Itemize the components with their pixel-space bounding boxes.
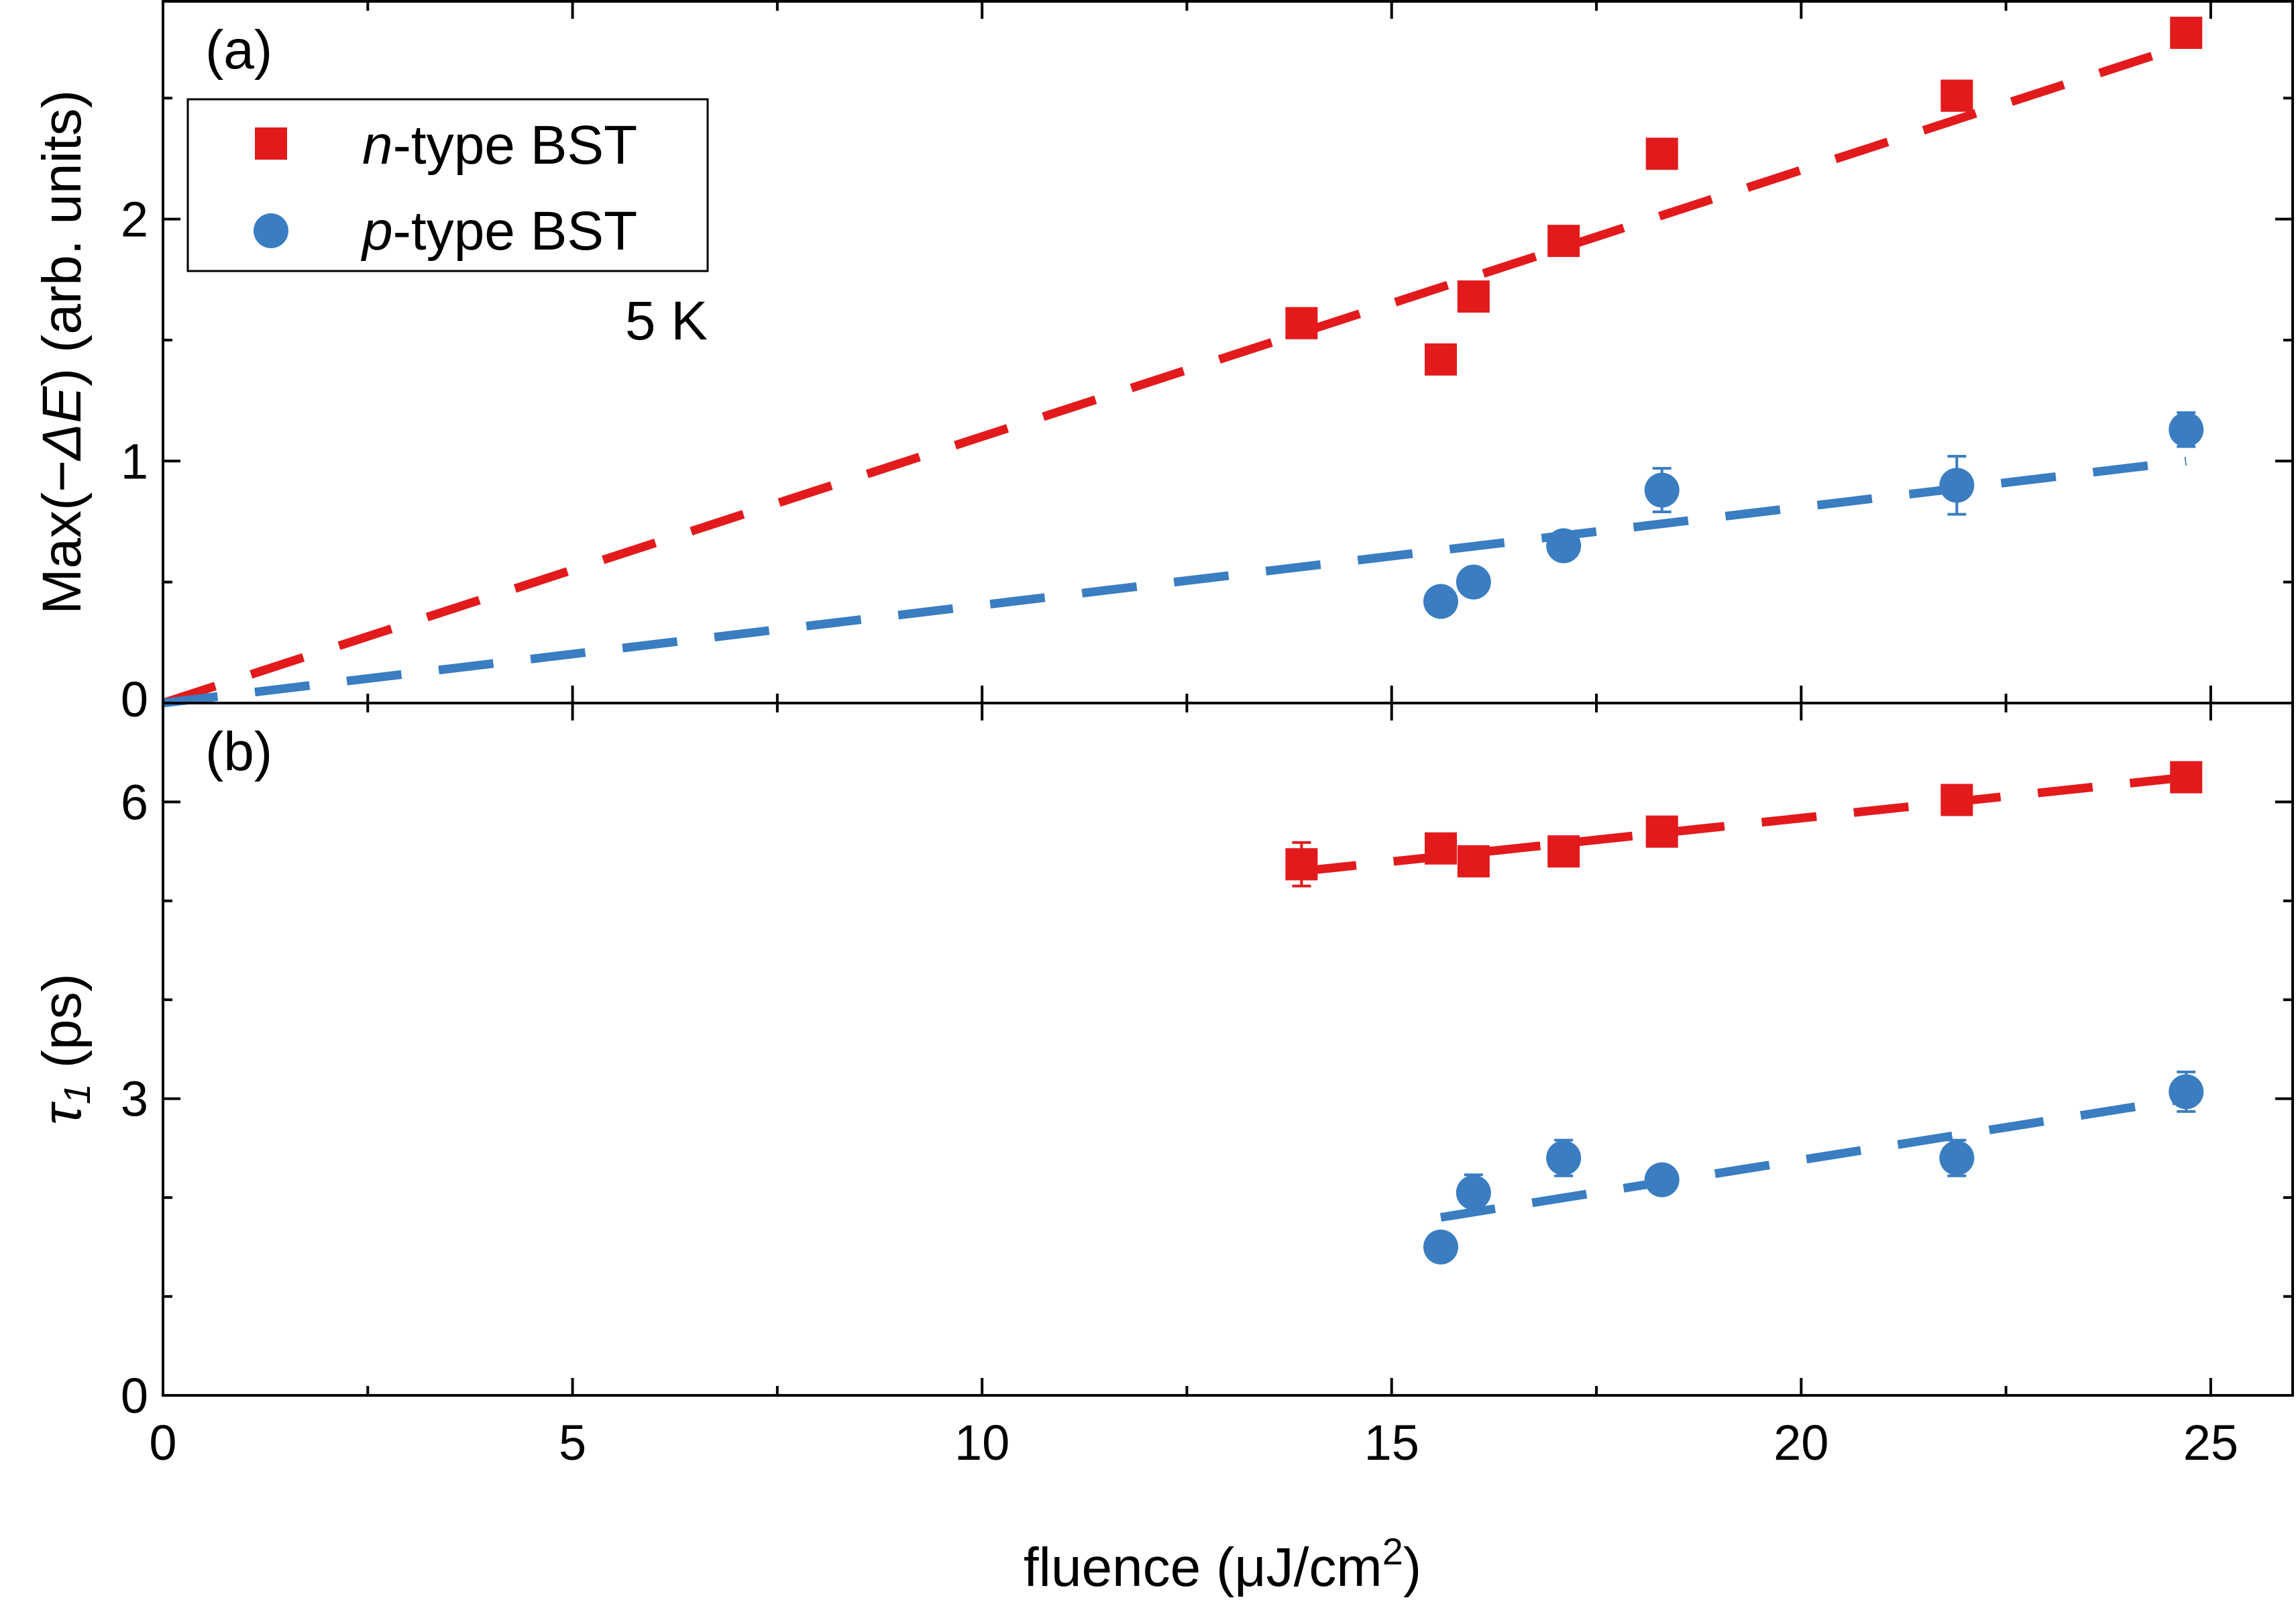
data-point-n-type bbox=[1285, 307, 1318, 339]
data-point-n-type bbox=[1547, 225, 1580, 258]
x-tick-label: 10 bbox=[954, 1415, 1009, 1471]
data-point-p-type bbox=[1644, 1162, 1680, 1197]
panel-a-data-points bbox=[1285, 16, 2204, 619]
data-point-n-type bbox=[1285, 848, 1318, 881]
data-point-n-type bbox=[1645, 138, 1678, 170]
data-point-n-type bbox=[1457, 845, 1490, 877]
y-tick-label: 2 bbox=[121, 192, 148, 248]
legend-p-rest: -type BST bbox=[393, 201, 638, 262]
data-point-n-type bbox=[1425, 343, 1457, 376]
panel-a-fit-lines bbox=[161, 40, 2188, 708]
panel-b-y-axis-title: τ1 (ps) bbox=[32, 973, 98, 1125]
data-point-p-type bbox=[1644, 472, 1680, 508]
legend-n-type-marker bbox=[255, 127, 287, 160]
x-tick-label: 0 bbox=[149, 1415, 176, 1471]
legend-n-rest: -type BST bbox=[393, 115, 638, 176]
data-point-n-type bbox=[1940, 784, 1973, 816]
y-tick-label: 3 bbox=[121, 1071, 148, 1127]
panel-b-data-points bbox=[1285, 761, 2204, 1265]
panel-b-label: (b) bbox=[205, 721, 272, 782]
xlabel-pre: fluence (μJ/cm bbox=[1024, 1537, 1382, 1598]
data-point-n-type bbox=[1645, 815, 1678, 848]
ylabel-a-minus: − bbox=[32, 460, 93, 492]
data-point-p-type bbox=[1546, 1140, 1582, 1176]
data-point-p-type bbox=[2169, 412, 2204, 447]
legend-p-type-label: p-type BST bbox=[360, 201, 637, 262]
panel-a-label: (a) bbox=[205, 19, 272, 81]
legend-p-italic: p bbox=[360, 201, 393, 262]
fit-line-n-type bbox=[1301, 773, 2187, 876]
data-point-p-type bbox=[1423, 1229, 1458, 1265]
ylabel-a-pre: Max( bbox=[32, 492, 93, 614]
data-point-n-type bbox=[1547, 835, 1580, 868]
data-point-p-type bbox=[1939, 1140, 1975, 1176]
data-point-p-type bbox=[1939, 468, 1975, 503]
ylabel-a-post: ) (arb. units) bbox=[32, 90, 93, 386]
panel-b: 0 3 6 0 5 10 15 20 25 (b) τ1 (ps) fluence (μJ/cm… bbox=[32, 702, 2294, 1598]
panel-b-fit-lines bbox=[1301, 773, 2187, 1222]
y-tick-label: 6 bbox=[121, 774, 148, 830]
legend: n-type BST p-type BST bbox=[186, 98, 709, 272]
data-point-n-type bbox=[1425, 832, 1457, 865]
data-point-n-type bbox=[2170, 761, 2203, 794]
temperature-annotation: 5 K bbox=[625, 290, 708, 352]
ylabel-b-post: (ps) bbox=[32, 973, 93, 1083]
ylabel-b-sub: 1 bbox=[56, 1083, 98, 1104]
panel-b-ticks: 0 3 6 0 5 10 15 20 25 bbox=[121, 702, 2293, 1471]
legend-n-type-label: n-type BST bbox=[362, 115, 637, 176]
x-tick-label: 25 bbox=[2183, 1415, 2238, 1471]
legend-n-italic: n bbox=[362, 115, 393, 176]
data-point-p-type bbox=[1456, 564, 1491, 600]
fit-line-p-type bbox=[1439, 1094, 2187, 1222]
data-point-p-type bbox=[1423, 584, 1458, 619]
x-tick-label: 5 bbox=[559, 1415, 586, 1471]
fit-line-p-type bbox=[162, 456, 2187, 708]
x-axis-title: fluence (μJ/cm2) bbox=[1024, 1530, 1421, 1598]
panel-a-ticks: 0 1 2 bbox=[121, 1, 2293, 727]
x-tick-label: 15 bbox=[1364, 1415, 1419, 1471]
xlabel-post: ) bbox=[1403, 1537, 1421, 1598]
panel-b-frame bbox=[162, 702, 2294, 1397]
x-tick-label: 20 bbox=[1773, 1415, 1828, 1471]
data-point-n-type bbox=[2170, 16, 2203, 49]
data-point-p-type bbox=[1546, 528, 1582, 564]
ylabel-a-delta: Δ bbox=[32, 423, 93, 462]
y-tick-label: 1 bbox=[121, 433, 148, 489]
data-point-p-type bbox=[1456, 1175, 1491, 1210]
xlabel-sup: 2 bbox=[1382, 1530, 1403, 1572]
ylabel-a-e: E bbox=[32, 386, 93, 423]
data-point-n-type bbox=[1457, 280, 1490, 313]
data-point-n-type bbox=[1940, 79, 1973, 112]
data-point-p-type bbox=[2169, 1074, 2204, 1110]
legend-p-type-marker bbox=[254, 213, 288, 248]
panel-a-y-axis-title: Max(−ΔE) (arb. units) bbox=[32, 90, 93, 614]
panel-a: 0 1 2 (a) n-type BST p-type BST 5 K Max(−Δ… bbox=[32, 0, 2294, 727]
y-tick-label: 0 bbox=[121, 672, 148, 727]
ylabel-b-tau: τ bbox=[32, 1102, 93, 1125]
y-tick-label: 0 bbox=[121, 1368, 148, 1424]
fit-line-n-type bbox=[161, 40, 2188, 708]
